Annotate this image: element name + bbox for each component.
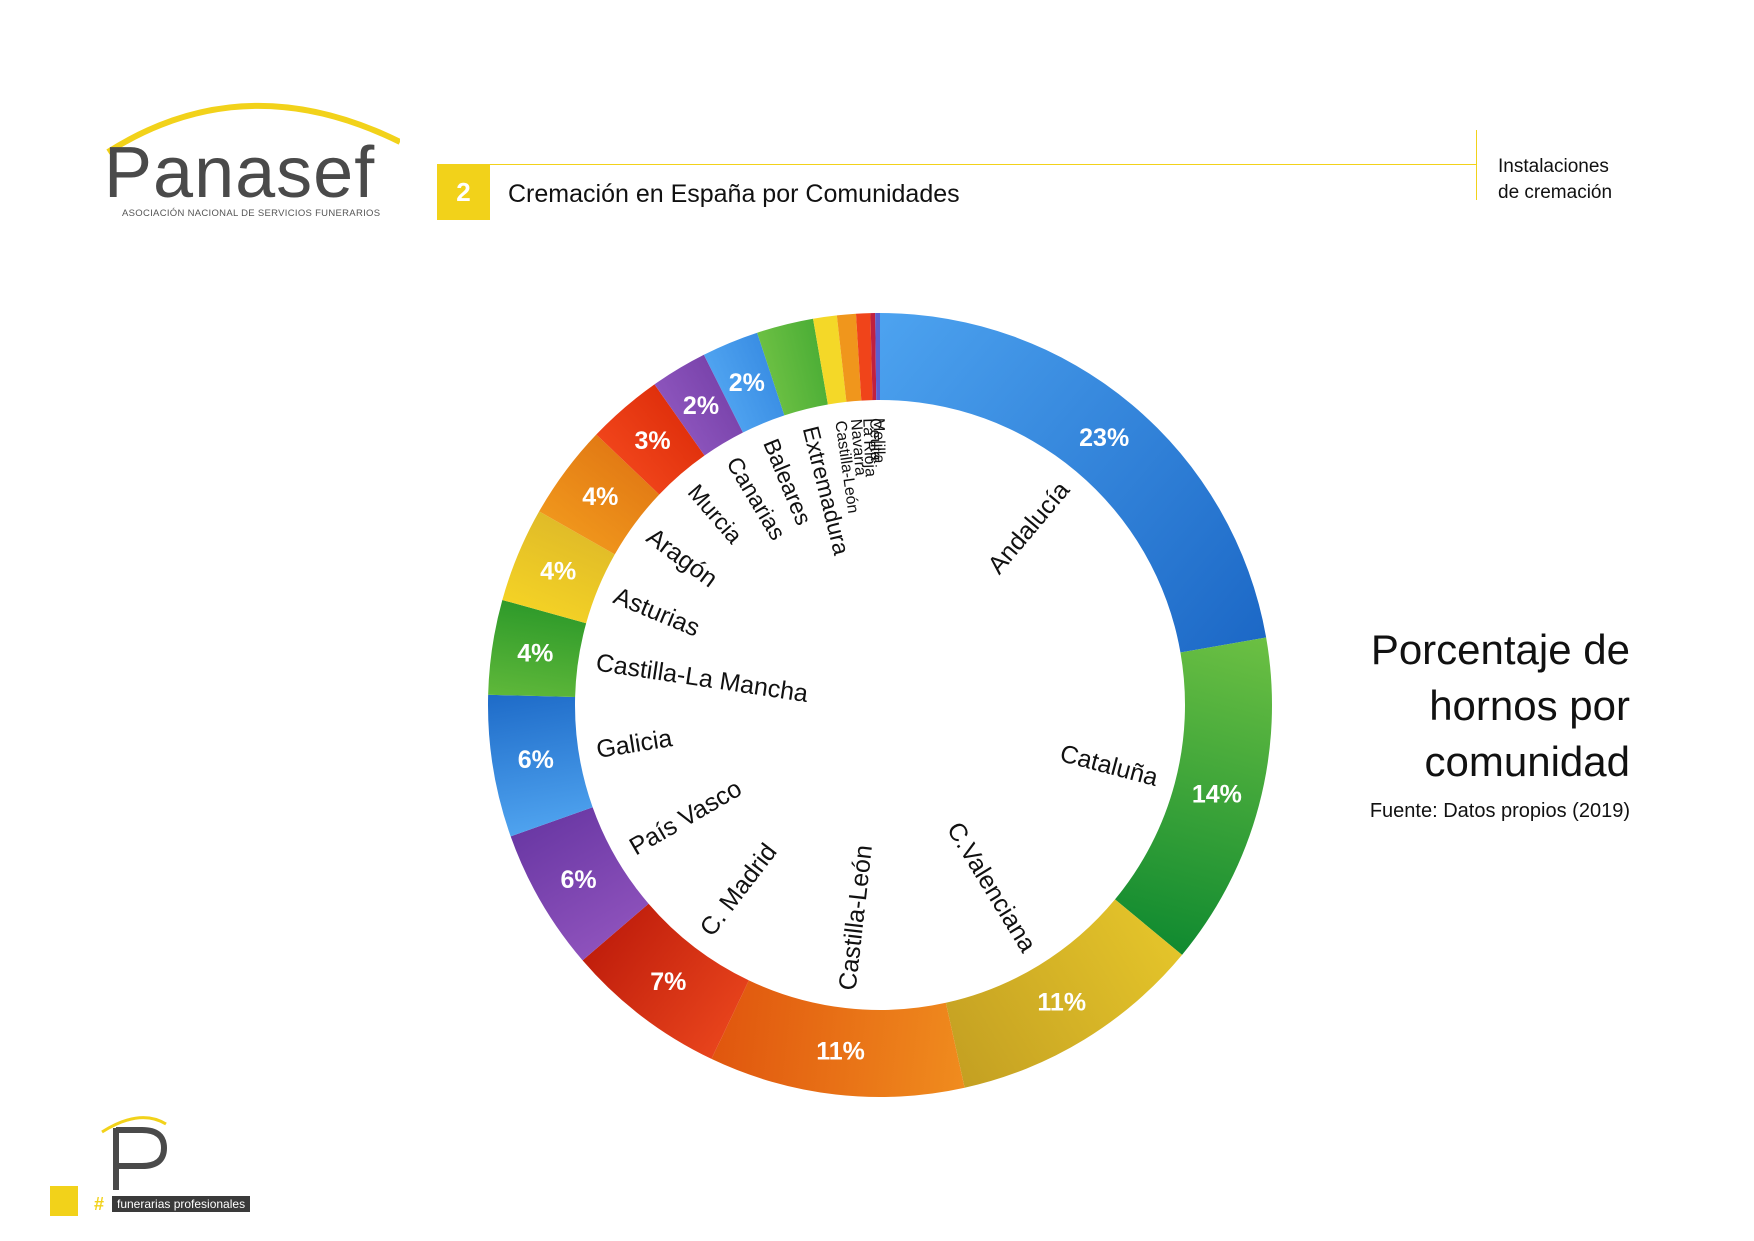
slice-category-label: C. Madrid — [695, 838, 783, 941]
donut-slice — [488, 694, 593, 837]
donut-slice — [711, 980, 965, 1097]
slice-percent-label: 3% — [634, 427, 670, 455]
logo-subtitle: ASOCIACIÓN NACIONAL DE SERVICIOS FUNERAR… — [122, 208, 381, 219]
slice-category-label: Galicia — [594, 724, 674, 764]
side-title-line3: comunidad — [1424, 738, 1630, 785]
source-note: Fuente: Datos propios (2019) — [1369, 800, 1630, 822]
section-label-line2: de cremación — [1498, 182, 1613, 203]
slice-percent-label: 7% — [650, 968, 686, 996]
slice-category-label: Melilla — [870, 418, 887, 464]
slice-category-label: Asturias — [610, 582, 704, 643]
slice-category-label: Aragón — [641, 523, 722, 594]
slice-percent-label: 4% — [582, 483, 618, 511]
side-title-line1: Porcentaje de — [1370, 626, 1630, 673]
donut-slice — [596, 384, 705, 495]
slice-percent-label: 4% — [540, 557, 576, 585]
donut-slice — [875, 313, 880, 401]
slice-category-label: Navarra — [847, 418, 869, 476]
slice-category-label: La Rioja — [859, 418, 879, 477]
donut-slice — [945, 899, 1183, 1088]
slice-category-label: C.Valenciana — [941, 817, 1042, 957]
slice-category-label: Andalucía — [982, 476, 1075, 579]
slice-percent-label: 23% — [1079, 424, 1129, 452]
section-number-badge: 2 — [437, 164, 490, 220]
chart-side-title: Porcentaje de hornos por comunidad — [1371, 622, 1630, 790]
footer-tag: funerarias profesionales — [112, 1196, 251, 1212]
footer-hash: # — [94, 1194, 105, 1214]
donut-slice — [510, 807, 649, 961]
donut-slice — [502, 511, 615, 624]
footer-p-logo-icon — [101, 1116, 168, 1190]
donut-slice — [1115, 637, 1272, 955]
slice-percent-label: 14% — [1192, 780, 1242, 808]
section-label-line1: Instalaciones — [1498, 156, 1609, 177]
slice-percent-label: 2% — [729, 369, 765, 397]
page-title: Cremación en España por Comunidades — [508, 180, 960, 208]
slice-category-label: Castilla-León — [834, 844, 878, 992]
slice-percent-label: 6% — [560, 866, 596, 894]
side-title-line2: hornos por — [1429, 682, 1630, 729]
slice-percent-label: 4% — [517, 639, 553, 667]
logo-arc-icon — [106, 102, 400, 155]
slice-category-label: Castilla-La Mancha — [594, 649, 810, 708]
header-rule — [437, 164, 1477, 165]
donut-slice — [836, 313, 862, 402]
slice-percent-label: 6% — [518, 746, 554, 774]
slice-percent-label: 11% — [1037, 988, 1086, 1016]
donut-slice — [488, 599, 587, 698]
donut-slice — [813, 315, 847, 405]
donut-slice — [855, 313, 873, 401]
donut-slice — [757, 318, 828, 416]
donut-slice — [870, 313, 877, 401]
donut-slice — [539, 434, 660, 555]
section-label: Instalaciones de cremación — [1498, 154, 1612, 206]
slice-percent-label: 11% — [816, 1037, 865, 1065]
donut-slice — [703, 332, 785, 433]
header-divider — [1476, 130, 1477, 200]
donut-slice — [654, 354, 743, 456]
footer-square — [50, 1186, 78, 1216]
panasef-logo: Panasef ASOCIACIÓN NACIONAL DE SERVICIOS… — [100, 90, 400, 220]
slice-category-label: País Vasco — [625, 774, 747, 861]
slice-category-label: Cataluña — [1057, 739, 1161, 792]
logo-wordmark: Panasef — [104, 133, 376, 213]
slice-percent-label: 2% — [683, 392, 719, 420]
donut-slice — [880, 313, 1267, 653]
donut-slice — [582, 903, 749, 1059]
slice-category-label: Ceuta — [866, 418, 884, 461]
